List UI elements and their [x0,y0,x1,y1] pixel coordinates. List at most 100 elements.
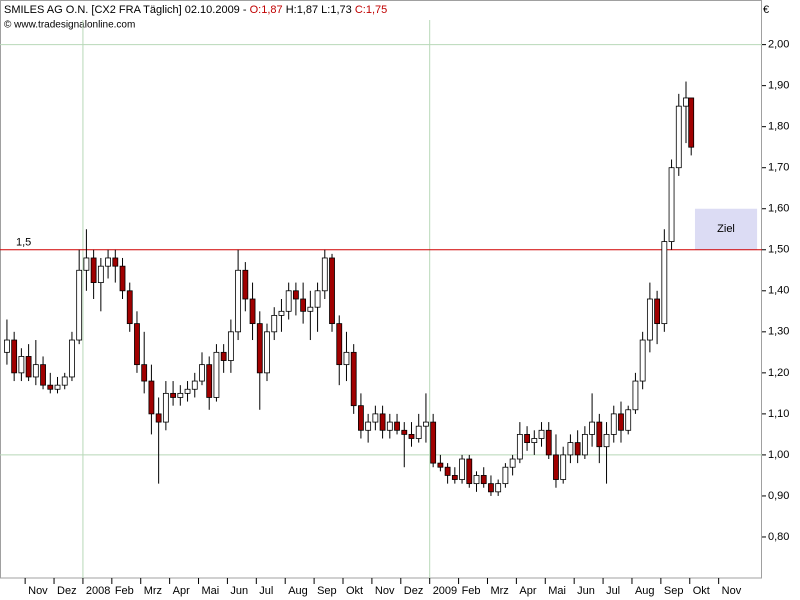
candle-body [141,364,148,382]
candle-body [97,265,104,283]
high-label: H:1,87 [286,4,318,16]
candle-body [206,364,213,398]
x-tick-label: Okt [693,585,710,597]
candle-body [502,466,509,485]
candle-body [11,339,18,374]
candle-body [430,421,437,464]
candle-body [560,454,567,480]
plot-frame [0,0,762,579]
title: SMILES AG O.N. [CX2 FRA Täglich] 02.10.2… [4,4,247,16]
y-tick-label: 1,30 [768,326,789,338]
candle-body [408,433,415,439]
candle-body [683,97,689,107]
y-tick-label: 2,00 [768,39,789,51]
x-tick-label: Mrz [490,585,508,597]
y-tick-label: 1,80 [768,121,789,133]
candle-body [632,380,639,411]
candle-body [235,269,242,333]
close-label: C:1,75 [355,4,387,16]
candle-body [661,241,668,325]
candle-body [32,364,39,378]
x-tick-label: Aug [635,585,655,597]
x-tick-label: Mai [202,585,220,597]
candle-body [242,269,249,300]
candle-body [18,356,25,374]
candle-body [314,290,321,308]
candle-body [668,167,675,242]
candle-body [184,388,191,394]
source: © www.tradesignalonline.com [4,20,135,31]
candle-body [567,442,574,456]
currency: € [763,4,769,16]
candle-body [285,290,292,312]
chart-title: SMILES AG O.N. [CX2 FRA Täglich] 02.10.2… [4,4,387,16]
candle-body [618,413,624,431]
candle-body [524,433,530,444]
candle-body [466,458,473,485]
x-tick-label: Dez [57,585,77,597]
candle-body [394,421,400,431]
candle-body [69,339,75,378]
candle-body [112,257,119,267]
candle-body [415,425,422,439]
candle-body [386,421,393,431]
candle-body [509,458,516,468]
target-label: Ziel [717,223,735,235]
candle-body [473,475,480,485]
x-tick-label: Nov [722,585,742,597]
y-tick-label: 0,90 [768,490,789,502]
x-tick-label: Sep [317,585,337,597]
y-tick-label: 0,80 [768,531,789,543]
low-label: L:1,73 [321,4,352,16]
candle-body [90,257,97,283]
candle-body [134,323,140,366]
level-label: 1,5 [16,237,31,249]
candle-body [688,97,695,148]
x-tick-label: 2008 [86,585,110,597]
candle-body [47,384,54,390]
candle-body [54,384,61,390]
y-tick-label: 1,10 [768,408,789,420]
y-tick-label: 1,50 [768,244,789,256]
candle-body [177,392,184,398]
x-tick-label: Okt [346,585,363,597]
x-tick-label: Aug [288,585,308,597]
x-tick-label: Jun [230,585,248,597]
x-tick-label: Apr [519,585,536,597]
candle-body [603,433,610,448]
candle-body [278,310,285,316]
candle-body [199,364,205,382]
candle-body [25,356,32,378]
y-tick-label: 1,00 [768,449,789,461]
candle-body [365,421,372,431]
candle-body [646,298,653,341]
candle-body [610,413,617,435]
candle-body [249,298,256,325]
x-tick-label: Sep [664,585,684,597]
candle-body [40,364,46,386]
y-tick-label: 1,40 [768,285,789,297]
x-tick-label: Jul [259,585,273,597]
candle-body [148,380,155,415]
candle-body [256,323,263,374]
x-tick-label: Apr [173,585,190,597]
candle-body [321,257,328,292]
x-tick-label: Nov [375,585,395,597]
candle-body [329,257,335,325]
open-label: O:1,87 [250,4,283,16]
candle-body [358,405,364,431]
candle-body [553,454,559,480]
candle-body [271,315,278,333]
candle-body [292,290,299,300]
y-tick-label: 1,20 [768,367,789,379]
candle-body [126,290,133,325]
candle-body [220,351,227,361]
candle-body [191,380,198,390]
candle-body [480,475,487,485]
candle-body [170,392,176,398]
candle-body [451,475,458,480]
candle-body [264,331,270,374]
